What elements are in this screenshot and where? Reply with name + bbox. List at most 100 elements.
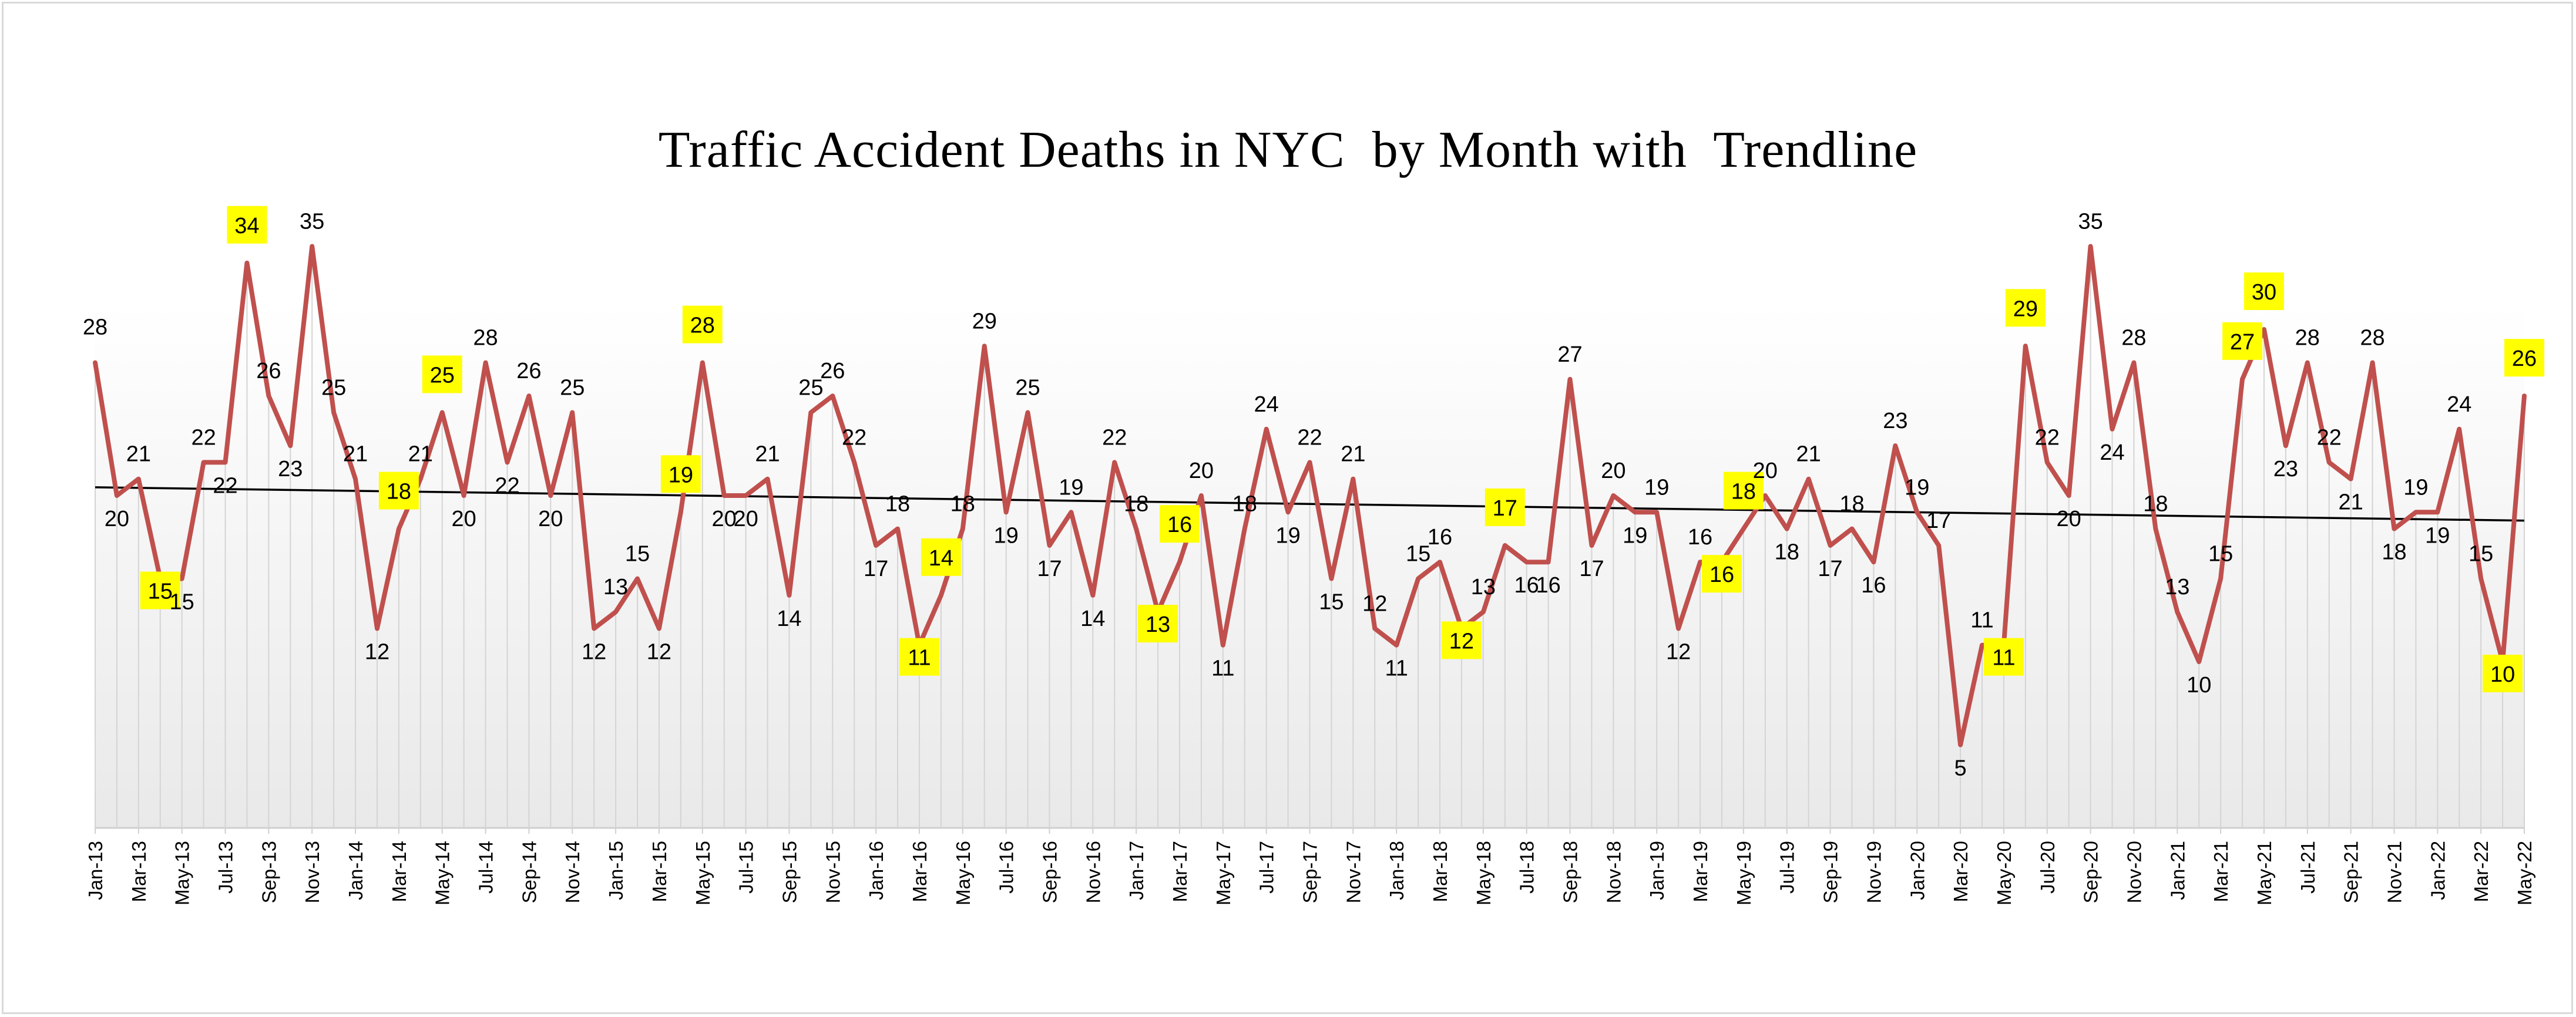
highlighted-label: 27 [2222,322,2263,360]
series-line [93,244,2527,747]
data-label: 27 [1557,342,1582,367]
x-tick-label: Sep-13 [258,841,280,903]
data-label: 17 [1926,508,1951,533]
highlighted-label: 26 [2504,339,2544,377]
x-tick-label: Jan-15 [605,841,627,900]
x-tick-label: Sep-21 [2340,841,2362,903]
x-tick-label: Nov-21 [2383,841,2405,903]
x-tick-label: Jul-16 [996,841,1017,894]
data-label: 14 [777,607,801,631]
trendline-layer [95,486,2525,522]
data-label: 26 [516,359,541,383]
data-label: 13 [2165,575,2189,600]
x-tick-label: Jul-15 [735,841,757,894]
x-tick-label: Mar-13 [128,841,150,902]
data-label: 28 [2295,326,2320,351]
x-tick-label: Sep-20 [2080,841,2102,903]
data-label: 16 [1688,525,1712,550]
x-tick-label: May-13 [172,841,193,905]
data-label: 28 [690,314,715,338]
x-tick-label: May-14 [432,841,454,905]
x-tick-label: Jan-20 [1906,841,1928,900]
data-label: 28 [473,326,498,351]
data-label: 28 [2121,326,2146,351]
x-tick-label: Jan-17 [1126,841,1147,900]
data-label: 17 [1037,557,1062,581]
data-label: 22 [1297,425,1322,450]
data-label: 23 [1883,409,1907,433]
data-label: 35 [300,210,324,234]
x-tick-label: Sep-17 [1299,841,1321,903]
data-label: 29 [2013,297,2038,321]
trendline [95,486,2525,522]
data-label: 23 [278,457,303,481]
highlighted-label: 17 [1485,488,1525,526]
x-tick-label: May-20 [1993,841,2015,905]
data-label: 12 [647,639,671,664]
data-label: 15 [1406,542,1430,567]
x-tick-label: Jan-21 [2167,841,2188,900]
highlighted-label: 25 [422,355,462,393]
data-labels: 2820211515222234262335252112182125202822… [83,206,2544,781]
x-tick-label: Nov-17 [1342,841,1364,903]
data-label: 18 [2143,492,2168,517]
data-label: 18 [1232,492,1257,517]
x-tick-label: Jul-17 [1256,841,1278,894]
data-label: 5 [1954,756,1967,781]
data-label: 19 [1905,475,1929,500]
highlighted-label: 10 [2483,655,2523,692]
data-label: 13 [1471,575,1496,600]
data-label: 10 [2490,662,2515,687]
x-tick-label: Mar-19 [1690,841,1711,902]
x-tick-label: May-22 [2514,841,2535,905]
x-tick-label: Mar-22 [2470,841,2492,902]
data-label: 21 [2339,490,2363,515]
data-label: 18 [387,480,411,504]
x-tick-label: Sep-14 [518,841,540,903]
x-tick-label: May-16 [952,841,974,905]
x-tick-label: Nov-16 [1082,841,1104,903]
data-label: 12 [582,639,606,664]
data-label: 11 [1385,656,1408,681]
highlighted-label: 12 [1441,621,1482,659]
data-label: 20 [733,507,758,531]
data-label: 18 [1124,492,1148,517]
highlighted-label: 11 [899,638,939,676]
x-tick-label: Jan-14 [345,841,367,900]
data-label: 25 [798,376,823,400]
data-label: 13 [1146,612,1170,637]
x-tick-label: Sep-15 [778,841,800,903]
data-label: 18 [1839,492,1864,517]
data-label: 15 [2468,542,2493,567]
data-label: 19 [2425,523,2450,548]
data-label: 25 [430,363,455,388]
x-tick-label: May-17 [1213,841,1234,905]
data-label: 17 [864,557,888,581]
data-label: 18 [1731,480,1756,504]
chart-title: Traffic Accident Deaths in NYC by Month … [658,122,1918,179]
x-tick-label: Jan-13 [85,841,106,900]
data-label: 15 [148,580,173,604]
data-label: 22 [1102,425,1127,450]
data-label: 25 [1015,376,1040,400]
x-tick-label: Mar-15 [649,841,670,902]
x-tick-label: Sep-19 [1820,841,1842,903]
x-tick-label: Mar-14 [388,841,410,902]
x-tick-label: Mar-20 [1950,841,1972,902]
highlighted-label: 28 [682,305,723,344]
data-label: 20 [712,507,737,531]
x-tick-label: Jul-18 [1516,841,1538,894]
x-tick-label: Nov-19 [1863,841,1885,903]
data-label: 25 [560,376,585,400]
data-label: 29 [972,309,997,334]
x-tick-label: May-21 [2253,841,2275,905]
data-label: 21 [755,442,780,467]
data-label: 23 [2273,457,2298,481]
x-tick-label: Nov-18 [1603,841,1624,903]
data-label: 16 [1514,573,1539,598]
series-layer [93,244,2527,747]
data-label: 12 [1362,591,1387,616]
x-tick-label: Sep-18 [1560,841,1581,903]
data-label: 20 [105,507,129,531]
data-label: 16 [1861,573,1886,598]
